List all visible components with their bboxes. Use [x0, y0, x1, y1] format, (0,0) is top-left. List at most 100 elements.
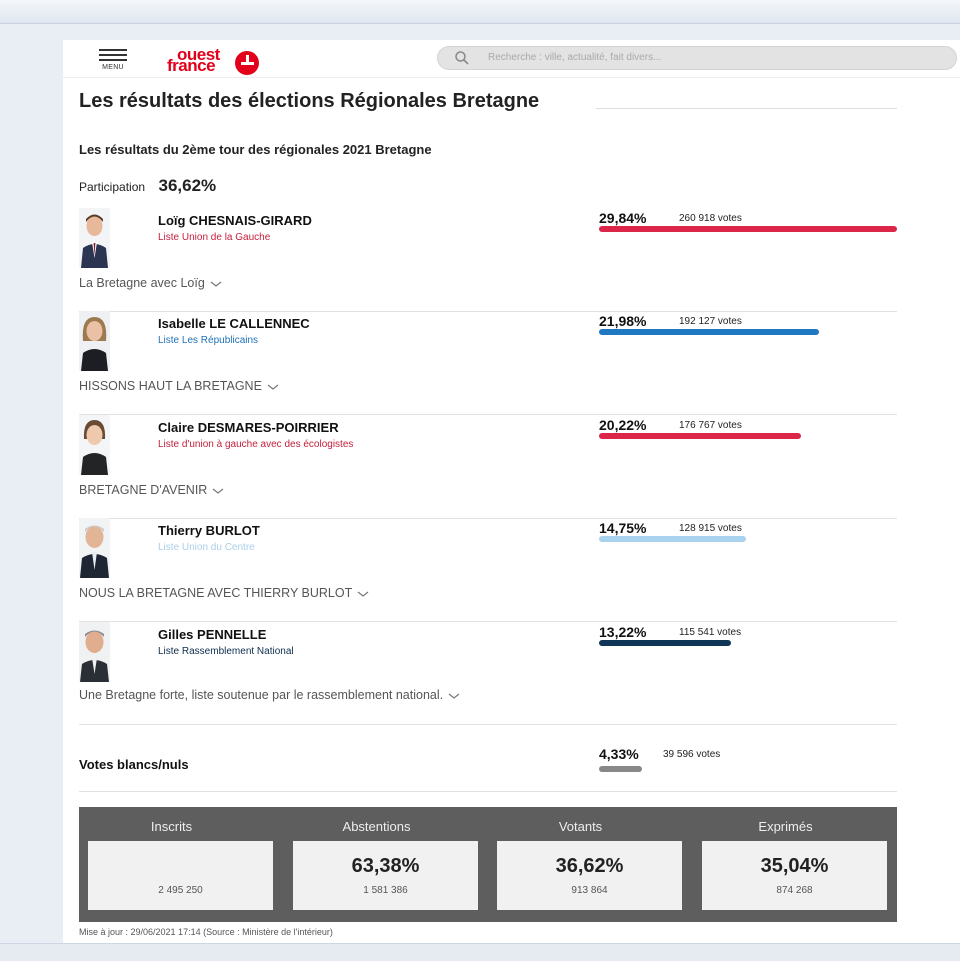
candidate-percent: 14,75% [599, 520, 647, 536]
blank-votes-bar [599, 766, 642, 772]
candidate-name: Thierry BURLOT [158, 523, 260, 538]
blank-votes-count: 39 596 votes [663, 749, 721, 760]
logo-plus-icon [235, 51, 259, 75]
participation: Participation 36,62% [79, 176, 216, 196]
candidate-photo [79, 415, 110, 475]
stat-votants: Votants 36,62% 913 864 [488, 807, 682, 922]
candidate-bar [599, 640, 731, 646]
candidate-votes: 115 541 votes [679, 627, 742, 638]
candidate-bar [599, 226, 897, 232]
candidate-slogan-toggle[interactable]: HISSONS HAUT LA BRETAGNE [79, 379, 280, 393]
logo-word-ouest: ouest [177, 45, 220, 64]
stat-count: 913 864 [571, 885, 608, 896]
row-divider [79, 518, 897, 519]
stat-label: Inscrits [150, 819, 193, 834]
participation-label: Participation [79, 180, 146, 194]
candidate-list: Liste d'union à gauche avec des écologis… [158, 439, 354, 450]
browser-bottom-strip [0, 943, 960, 961]
ouest-france-logo[interactable]: ouest france [167, 44, 277, 76]
candidate-votes: 176 767 votes [679, 420, 742, 431]
stat-box: 2 495 250 [88, 841, 273, 910]
candidate-row: Loïg CHESNAIS-GIRARD Liste Union de la G… [79, 208, 897, 312]
candidate-row: Isabelle LE CALLENNEC Liste Les Républic… [79, 311, 897, 415]
candidate-name: Isabelle LE CALLENNEC [158, 316, 310, 331]
menu-label: MENU [102, 64, 124, 71]
blank-votes-row: Votes blancs/nuls 4,33% 39 596 votes [79, 744, 897, 792]
candidate-list: Liste Les Républicains [158, 335, 259, 346]
turnout-stats-panel: Inscrits 2 495 250 Abstentions 63,38% 1 … [79, 807, 897, 922]
last-update-note: Mise à jour : 29/06/2021 17:14 (Source :… [79, 927, 333, 937]
title-divider [596, 108, 897, 109]
candidate-slogan-toggle[interactable]: Une Bretagne forte, liste soutenue par l… [79, 688, 539, 702]
row-divider [79, 311, 897, 312]
search-placeholder: Recherche : ville, actualité, fait diver… [488, 52, 662, 63]
browser-top-strip [0, 0, 960, 24]
stat-percent: 63,38% [351, 855, 420, 877]
chevron-down-icon [267, 384, 279, 390]
candidate-slogan-toggle[interactable]: La Bretagne avec Loïg [79, 276, 223, 290]
candidate-photo [79, 208, 110, 268]
stat-percent: 35,04% [760, 855, 829, 877]
candidate-percent: 20,22% [599, 417, 647, 433]
candidate-name: Claire DESMARES-POIRRIER [158, 420, 339, 435]
candidate-percent: 21,98% [599, 313, 647, 329]
candidate-slogan: HISSONS HAUT LA BRETAGNE [79, 379, 262, 393]
candidate-slogan: Une Bretagne forte, liste soutenue par l… [79, 688, 444, 702]
candidate-row: Thierry BURLOT Liste Union du Centre 14,… [79, 518, 897, 622]
candidate-votes: 128 915 votes [679, 523, 742, 534]
stat-exprimes: Exprimés 35,04% 874 268 [693, 807, 887, 922]
candidate-list: Liste Union de la Gauche [158, 232, 271, 243]
stat-abstentions: Abstentions 63,38% 1 581 386 [284, 807, 478, 922]
stat-box: 36,62% 913 864 [497, 841, 682, 910]
candidate-slogan: NOUS LA BRETAGNE AVEC THIERRY BURLOT [79, 586, 353, 600]
candidate-photo [79, 518, 110, 578]
results-page: MENU ouest france Recherche : ville, act… [63, 40, 960, 943]
row-divider [79, 621, 897, 622]
candidate-list: Liste Rassemblement National [158, 646, 294, 657]
stat-label: Abstentions [342, 819, 411, 834]
candidate-list: Liste Union du Centre [158, 542, 255, 553]
site-header: MENU ouest france Recherche : ville, act… [63, 40, 960, 78]
stat-percent: 36,62% [555, 855, 624, 877]
row-divider [79, 414, 897, 415]
stat-box: 63,38% 1 581 386 [293, 841, 478, 910]
candidate-row: Gilles PENNELLE Liste Rassemblement Nati… [79, 622, 897, 725]
candidate-bar [599, 329, 819, 335]
chevron-down-icon [357, 591, 369, 597]
participation-value: 36,62% [158, 176, 217, 195]
search-bar[interactable]: Recherche : ville, actualité, fait diver… [437, 46, 957, 70]
stat-label: Exprimés [758, 819, 813, 834]
chevron-down-icon [212, 488, 224, 494]
candidate-percent: 29,84% [599, 210, 647, 226]
candidate-slogan-toggle[interactable]: BRETAGNE D'AVENIR [79, 483, 225, 497]
stat-count: 2 495 250 [158, 885, 203, 896]
candidate-slogan: BRETAGNE D'AVENIR [79, 483, 208, 497]
hamburger-icon-bar [99, 59, 127, 61]
stat-inscrits: Inscrits 2 495 250 [79, 807, 273, 922]
row-divider [79, 791, 897, 792]
candidate-bar [599, 536, 746, 542]
logo-word-france: france [167, 56, 216, 75]
candidate-slogan-toggle[interactable]: NOUS LA BRETAGNE AVEC THIERRY BURLOT [79, 586, 370, 600]
stat-count: 874 268 [776, 885, 813, 896]
chevron-down-icon [448, 693, 460, 699]
chevron-down-icon [210, 281, 222, 287]
candidate-percent: 13,22% [599, 624, 647, 640]
row-divider [79, 724, 897, 725]
stat-box: 35,04% 874 268 [702, 841, 887, 910]
candidate-bar [599, 433, 801, 439]
blank-votes-label: Votes blancs/nuls [79, 757, 189, 772]
hamburger-icon-bar [99, 54, 127, 56]
candidate-row: Claire DESMARES-POIRRIER Liste d'union à… [79, 415, 897, 519]
menu-button[interactable]: MENU [97, 49, 129, 73]
search-icon [455, 51, 469, 65]
blank-votes-percent: 4,33% [599, 746, 639, 762]
page-title: Les résultats des élections Régionales B… [79, 90, 540, 112]
hamburger-icon [99, 49, 127, 51]
results-subtitle: Les résultats du 2ème tour des régionale… [79, 142, 432, 157]
candidate-photo [79, 622, 110, 682]
candidate-votes: 260 918 votes [679, 213, 742, 224]
candidate-votes: 192 127 votes [679, 316, 742, 327]
stat-label: Votants [558, 819, 603, 834]
stat-count: 1 581 386 [363, 885, 408, 896]
